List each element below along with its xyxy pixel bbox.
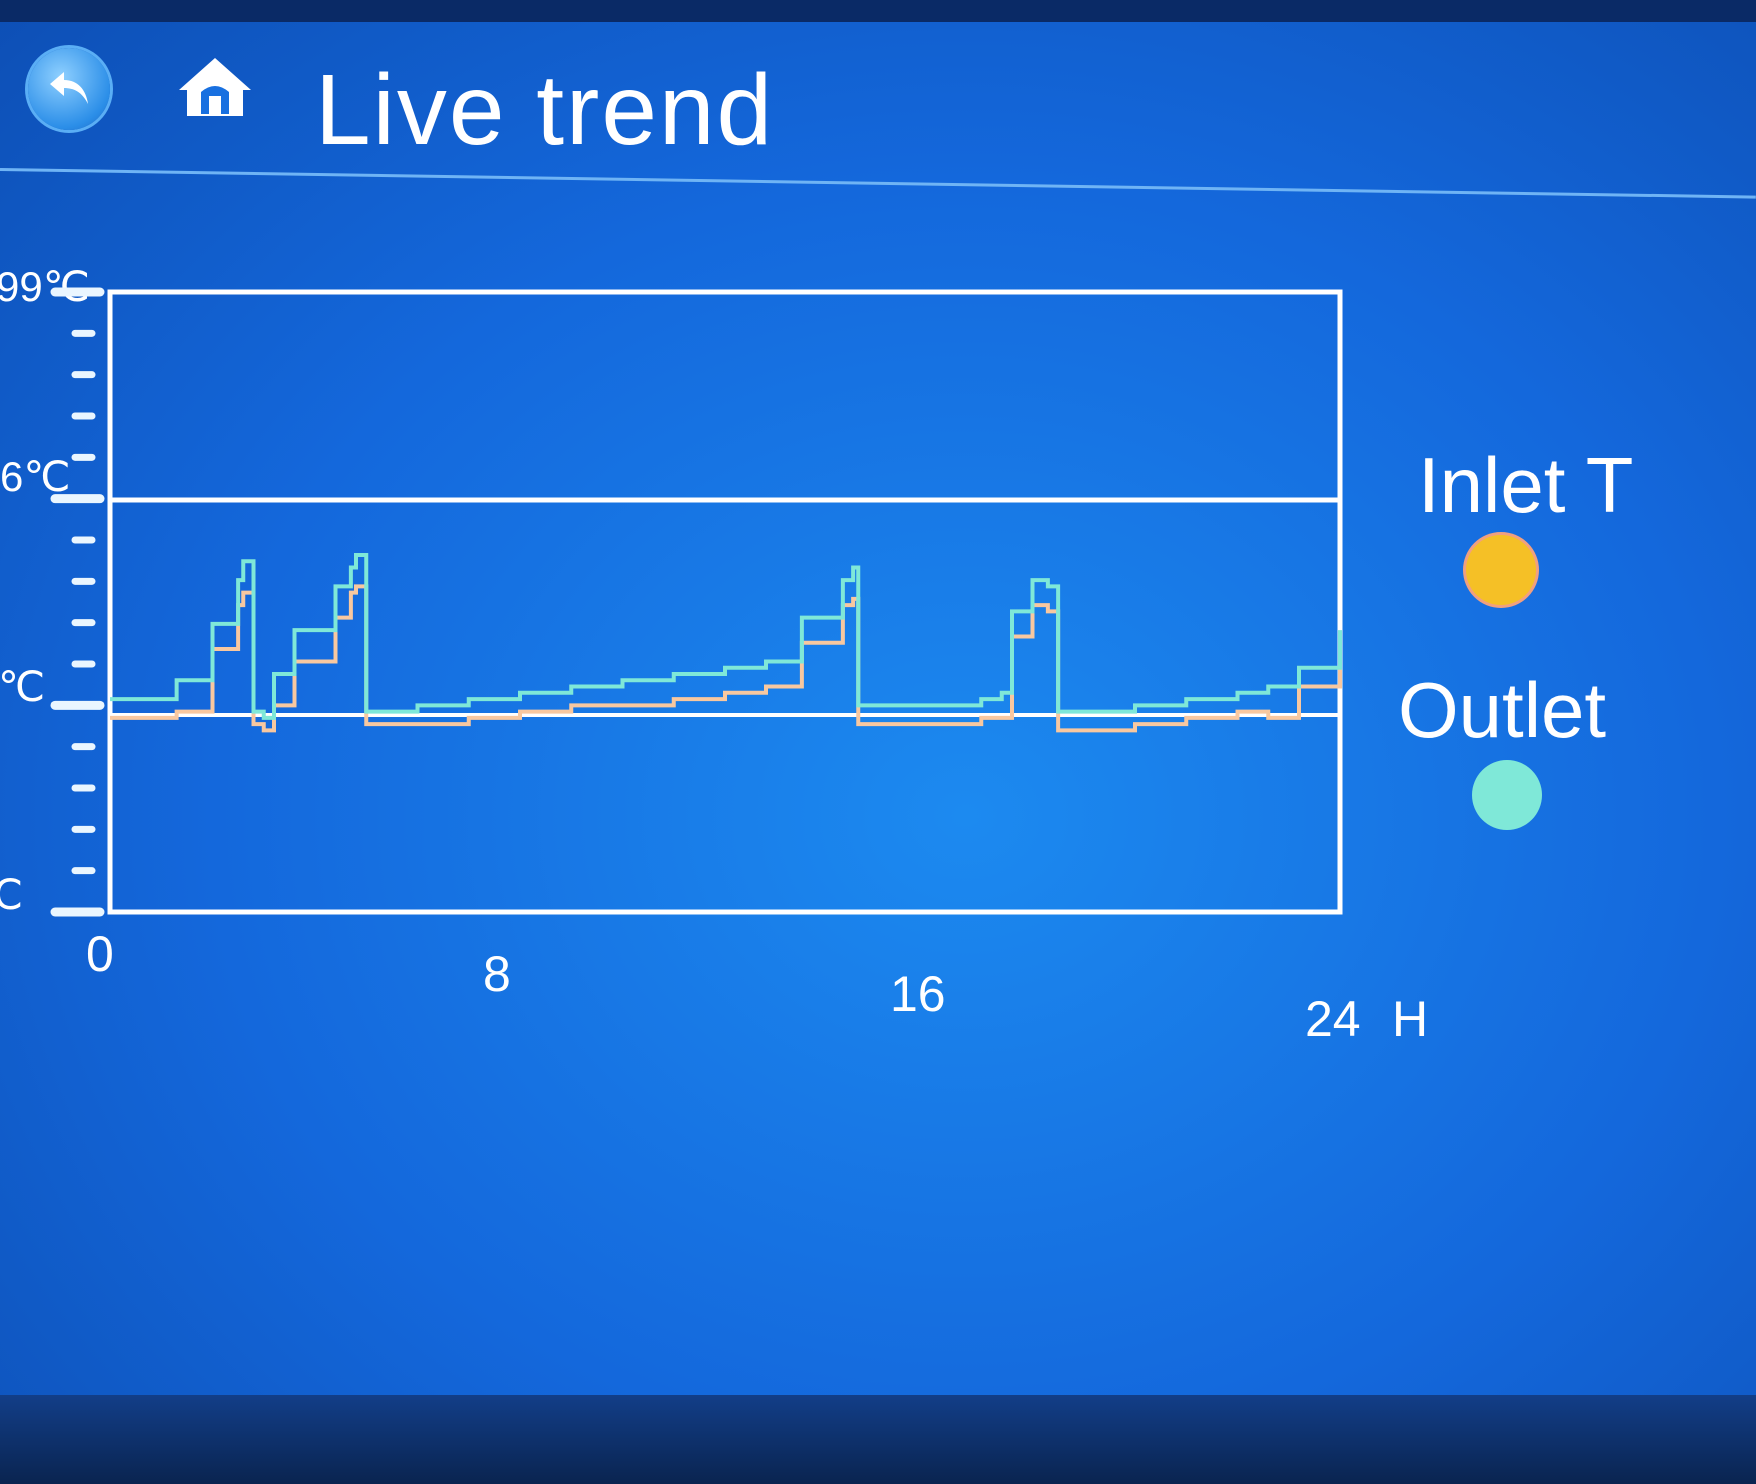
home-icon[interactable] — [175, 52, 255, 122]
screen-bezel-top — [0, 0, 1756, 22]
x-axis-unit: H — [1392, 991, 1429, 1047]
back-arrow-icon — [50, 72, 88, 104]
legend-label-outlet: Outlet — [1398, 666, 1607, 754]
x-tick-label: 24 — [1305, 991, 1361, 1047]
legend-label-inlet: Inlet T — [1418, 441, 1634, 529]
back-button[interactable] — [28, 48, 110, 130]
y-tick-label: 6℃ — [0, 453, 71, 500]
screen-bezel-bottom — [0, 1395, 1756, 1484]
x-tick-label: 16 — [890, 966, 946, 1022]
series-line-outlet — [110, 553, 1342, 720]
page-title: Live trend — [315, 54, 775, 166]
plot-frame — [107, 289, 1343, 915]
legend-dot-outlet — [1472, 760, 1542, 830]
x-tick-label: 0 — [86, 926, 114, 982]
legend-dot-inlet — [1466, 535, 1536, 605]
series-line-inlet-t — [110, 584, 1342, 733]
y-tick-label: 99℃ — [0, 263, 90, 310]
y-tick-label: ℃ — [0, 870, 23, 919]
x-tick-label: 8 — [483, 946, 511, 1002]
y-tick-label: ℃ — [0, 663, 46, 710]
